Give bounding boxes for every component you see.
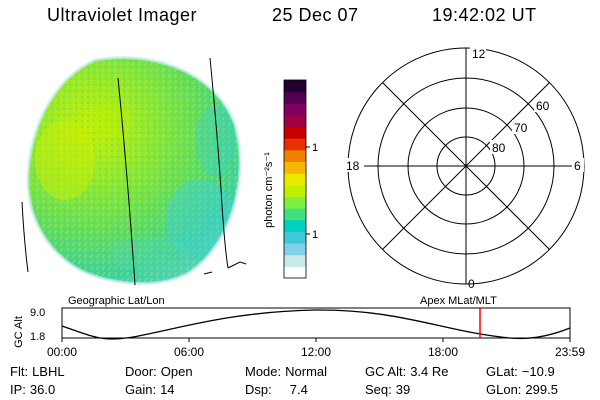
colorbar-swatch <box>284 196 306 209</box>
timeline-x-tick-2359: 23:59 <box>555 345 585 358</box>
timeline-caption-geographic: Geographic Lat/Lon <box>68 295 165 307</box>
colorbar-tick-label-100: 100 <box>312 142 318 154</box>
timeline-x-tick-0000: 00:00 <box>47 345 77 358</box>
polar-grid-panel: 12 18 6 0 60 70 80 <box>336 38 596 296</box>
param-gc-alt-label: GC Alt: <box>365 364 407 379</box>
observation-time: 19:42:02 UT <box>432 5 537 25</box>
colorbar-swatch <box>284 161 306 174</box>
header-bar: Ultraviolet Imager 25 Dec 07 19:42:02 UT <box>0 5 600 29</box>
colorbar-swatch <box>284 149 306 163</box>
colorbar-swatch <box>284 91 306 104</box>
param-glon-label: GLon: <box>486 382 522 397</box>
timeline-x-tick-0600: 06:00 <box>174 345 204 358</box>
polar-label-right: 6 <box>574 159 581 173</box>
colorbar-swatch <box>284 219 306 232</box>
colorbar-swatch <box>284 173 306 186</box>
param-seq: Seq: 39 <box>365 382 410 397</box>
timeline-y-tick-min: 1.8 <box>30 331 45 343</box>
colorbar-swatch <box>284 231 306 244</box>
polar-ring-label-70: 70 <box>514 121 528 135</box>
colorbar-swatch <box>284 126 306 139</box>
colorbar-swatch <box>284 114 306 128</box>
timeline-frame <box>61 307 571 339</box>
param-glat-value: −10.9 <box>521 364 555 379</box>
intensity-colorbar: photon cm⁻²s⁻¹ 100 10 <box>258 70 330 290</box>
colorbar-units-label: photon cm⁻²s⁻¹ <box>263 152 275 228</box>
instrument-parameters: Flt: LBHL IP: 36.0 Door: Open Gain: 14 Mode:… <box>0 360 600 400</box>
param-mode-value: Normal <box>285 364 328 379</box>
colorbar-swatches <box>284 80 306 279</box>
param-filter-value: LBHL <box>32 364 65 379</box>
param-glon: GLon: 299.5 <box>486 382 558 397</box>
uv-earth-disk-image <box>21 56 247 286</box>
param-dsp-value: 7.4 <box>289 382 308 397</box>
param-dsp-label: Dsp: <box>245 382 272 397</box>
param-filter-label: Flt: <box>10 364 29 379</box>
timeline-caption-apex: Apex MLat/MLT <box>420 295 497 307</box>
polar-label-bottom: 0 <box>468 277 475 291</box>
param-gc-alt: GC Alt: 3.4 Re <box>365 364 449 379</box>
colorbar-frame <box>283 79 307 279</box>
param-filter: Flt: LBHL <box>10 364 65 379</box>
param-mode: Mode: Normal <box>245 364 327 379</box>
param-gain: Gain: 14 <box>125 382 175 397</box>
timeline-y-axis-label: GC Alt <box>13 316 25 348</box>
polar-label-top: 12 <box>472 47 486 61</box>
param-ip: IP: 36.0 <box>10 382 55 397</box>
colorbar-graphic: photon cm⁻²s⁻¹ 100 10 <box>263 79 330 279</box>
polar-label-left: 18 <box>346 159 360 173</box>
colorbar-swatch <box>284 138 306 151</box>
param-glon-value: 299.5 <box>525 382 558 397</box>
colorbar-swatch <box>284 266 306 279</box>
param-seq-label: Seq: <box>365 382 392 397</box>
polar-diagonal-2 <box>382 82 550 250</box>
param-gain-label: Gain: <box>125 382 157 397</box>
polar-grid: 12 18 6 0 60 70 80 <box>344 46 585 291</box>
colorbar-tick-label-10: 10 <box>312 229 318 241</box>
param-door: Door: Open <box>125 364 193 379</box>
param-dsp: Dsp: 7.4 <box>245 382 308 397</box>
polar-ring-label-60: 60 <box>536 99 550 113</box>
param-mode-label: Mode: <box>245 364 282 379</box>
colorbar-swatch <box>284 103 306 116</box>
colorbar-swatch <box>284 243 306 256</box>
timeline-x-tick-1200: 12:00 <box>301 345 331 358</box>
colorbar-swatch <box>284 80 306 93</box>
param-gain-value: 14 <box>160 382 175 397</box>
polar-ring-label-80: 80 <box>492 141 506 155</box>
uv-image-panel <box>0 40 260 290</box>
colorbar-swatch <box>284 184 306 197</box>
instrument-title: Ultraviolet Imager <box>47 5 198 25</box>
param-glat-label: GLat: <box>486 364 518 379</box>
param-door-value: Open <box>160 364 193 379</box>
param-seq-value: 39 <box>395 382 411 397</box>
param-door-label: Door: <box>125 364 157 379</box>
param-gc-alt-value: 3.4 Re <box>410 364 449 379</box>
orbit-altitude-curve <box>61 309 571 340</box>
timeline-y-tick-max: 9.0 <box>30 307 45 319</box>
colorbar-swatch <box>284 208 306 221</box>
orbit-altitude-plot: Geographic Lat/Lon Apex MLat/MLT GC Alt … <box>13 295 585 359</box>
param-ip-value: 36.0 <box>29 382 56 397</box>
colorbar-swatch <box>284 254 306 267</box>
orbit-timeline: Geographic Lat/Lon Apex MLat/MLT GC Alt … <box>0 294 600 359</box>
param-glat: GLat: −10.9 <box>486 364 555 379</box>
timeline-x-tick-1800: 18:00 <box>428 345 458 358</box>
param-ip-label: IP: <box>10 382 26 397</box>
observation-date: 25 Dec 07 <box>272 5 359 25</box>
